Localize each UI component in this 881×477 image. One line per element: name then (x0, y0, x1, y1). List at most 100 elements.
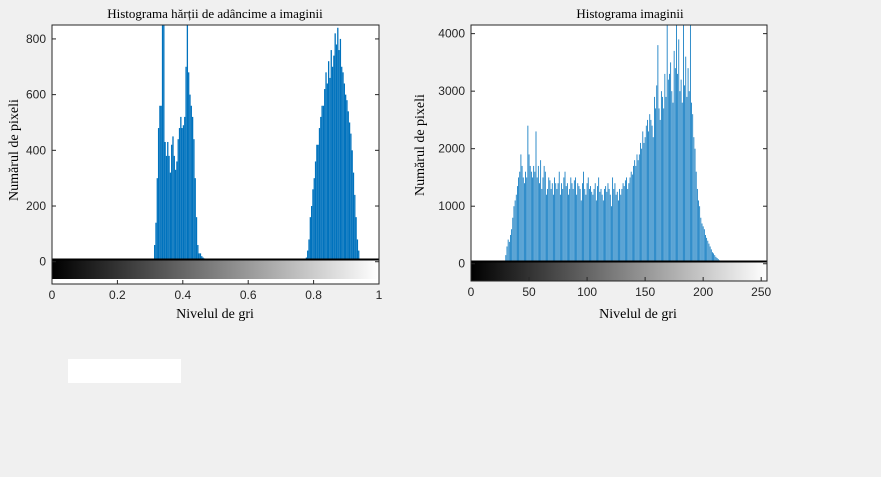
histogram-bar (199, 253, 202, 262)
histogram-bar (557, 183, 559, 264)
histogram-bar (700, 217, 702, 264)
histogram-bar (526, 177, 528, 264)
histogram-bar (528, 154, 530, 264)
histogram-bar (609, 194, 611, 264)
histogram-bar (607, 183, 609, 264)
histogram-bar (316, 144, 318, 262)
histogram-bar (693, 137, 695, 264)
histogram-bar (696, 188, 698, 264)
histogram-bar (631, 174, 633, 264)
histogram-bar (621, 188, 623, 264)
histogram-bar (325, 72, 327, 262)
x-tick-label: 0.4 (174, 288, 191, 302)
histogram-bar (558, 171, 560, 264)
histogram-bar (342, 72, 344, 262)
histogram-bar (197, 245, 199, 262)
histogram-bar (511, 229, 513, 264)
histogram-bar (674, 68, 676, 264)
histogram-bar (628, 183, 630, 264)
histogram-bar (604, 188, 605, 264)
y-tick-label: 1000 (438, 199, 465, 213)
histogram-bar (712, 252, 713, 264)
histogram-bar (590, 186, 591, 264)
x-tick-label: 100 (577, 285, 597, 299)
histogram-bar (527, 125, 529, 264)
histogram-bar (548, 177, 550, 264)
histogram-bar (708, 243, 710, 264)
histogram-bar (167, 141, 169, 262)
histogram-bar (706, 237, 708, 264)
histogram-bar (710, 249, 712, 264)
histogram-bar (161, 25, 164, 262)
histogram-bar (530, 171, 532, 264)
histogram-bar (521, 165, 523, 264)
histogram-bar (553, 194, 554, 264)
histogram-bar (320, 116, 322, 262)
left-chart-title: Histograma hărții de adâncime a imaginii (107, 6, 323, 21)
histogram-bar (589, 188, 590, 264)
y-tick-label: 2000 (438, 142, 465, 156)
histogram-bar (569, 188, 571, 264)
histogram-bar (664, 73, 666, 264)
histogram-bar (575, 177, 576, 264)
histogram-bar (636, 154, 638, 264)
histogram-bar (537, 165, 539, 264)
histogram-bar (330, 50, 332, 262)
histogram-bar (594, 183, 596, 264)
histogram-bar (707, 240, 709, 264)
histogram-bar (547, 188, 549, 264)
left-x-axis-label: Nivelul de gri (176, 307, 254, 322)
histogram-bar (601, 194, 603, 264)
histogram-bar (505, 255, 507, 264)
histogram-bar (168, 155, 170, 262)
histogram-bar (532, 177, 533, 264)
right-bars (505, 25, 734, 264)
histogram-bar (343, 83, 345, 262)
histogram-bar (680, 79, 682, 264)
histogram-bar (640, 142, 641, 264)
histogram-bar (506, 246, 508, 264)
histogram-bar (715, 256, 717, 264)
y-tick-label: 0 (458, 257, 465, 271)
histogram-bar (512, 217, 514, 264)
histogram-bar (314, 161, 317, 262)
histogram-bar (597, 186, 598, 264)
histogram-bar (686, 96, 688, 264)
histogram-bar (624, 180, 626, 264)
histogram-bar (198, 253, 200, 262)
histogram-bar (563, 177, 565, 264)
y-tick-label: 400 (26, 143, 46, 157)
histogram-bar (191, 116, 194, 262)
histogram-bar (513, 206, 515, 264)
histogram-bar (705, 234, 706, 264)
histogram-bar (587, 177, 589, 264)
histogram-bar (356, 239, 359, 262)
histogram-bar (702, 226, 704, 264)
histogram-bar (676, 25, 677, 264)
histogram-bar (339, 38, 342, 262)
histogram-bar (650, 119, 652, 264)
histogram-bar (685, 56, 687, 264)
histogram-bar (714, 255, 716, 264)
histogram-bar (348, 122, 351, 262)
histogram-bar (307, 250, 309, 262)
histogram-bar (655, 108, 656, 264)
histogram-bar (627, 188, 629, 264)
histogram-bar (677, 73, 679, 264)
histogram-bar (176, 161, 178, 262)
x-tick-label: 0 (49, 288, 56, 302)
histogram-bar (662, 96, 663, 264)
histogram-bar (539, 183, 540, 264)
histogram-bar (608, 188, 610, 264)
x-tick-label: 200 (693, 285, 713, 299)
histogram-bar (157, 128, 160, 262)
histogram-bar (351, 150, 353, 262)
histogram-bar (689, 25, 691, 264)
histogram-bar (177, 139, 179, 262)
histogram-bar (644, 137, 646, 264)
histogram-bar (546, 194, 547, 264)
histogram-bar (310, 206, 313, 262)
histogram-bar (600, 188, 602, 264)
histogram-bar (654, 96, 655, 264)
right-plot-area (471, 25, 767, 281)
